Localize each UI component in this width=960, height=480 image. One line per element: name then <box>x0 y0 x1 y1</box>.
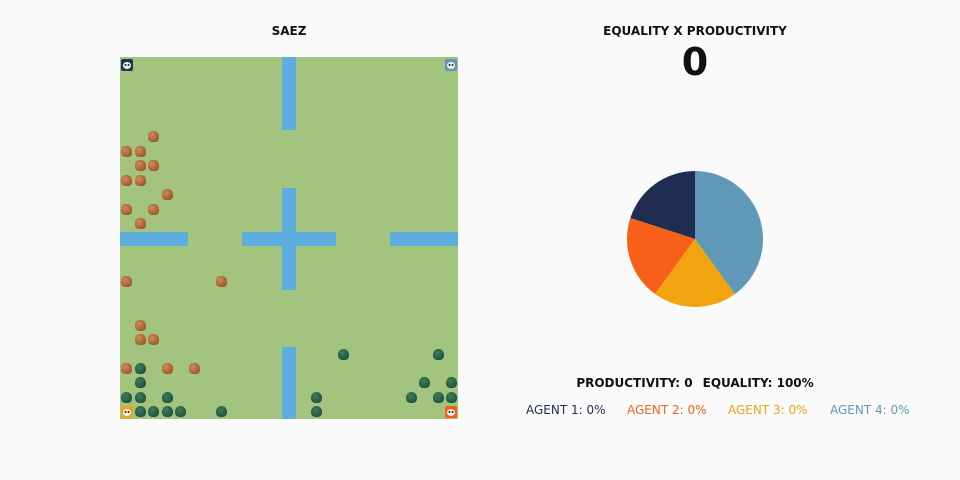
agent-4-sprite[interactable] <box>445 59 457 71</box>
metric-value: 0 <box>681 40 709 84</box>
agent-face-icon <box>123 409 131 416</box>
rock-tile <box>135 160 146 171</box>
rock-tile <box>148 131 159 142</box>
rock-tile <box>121 363 132 374</box>
rock-tile <box>135 146 146 157</box>
tree-tile <box>446 377 457 388</box>
tree-tile <box>433 392 444 403</box>
tree-tile <box>216 406 227 417</box>
rock-tile <box>148 160 159 171</box>
tree-tile <box>148 406 159 417</box>
rock-tile <box>121 175 132 186</box>
water-channel <box>120 232 188 246</box>
agent-2-label: AGENT 2: 0% <box>627 403 707 417</box>
agent-1-label: AGENT 1: 0% <box>526 403 606 417</box>
tree-tile <box>175 406 186 417</box>
tree-tile <box>311 392 322 403</box>
rock-tile <box>121 146 132 157</box>
tree-tile <box>135 392 146 403</box>
pie-slice-agent-1 <box>630 171 695 239</box>
productivity-label: PRODUCTIVITY: 0 <box>576 376 693 390</box>
rock-tile <box>135 320 146 331</box>
rock-tile <box>216 276 227 287</box>
agent-3-sprite[interactable] <box>121 406 133 418</box>
tree-tile <box>135 377 146 388</box>
game-title: SAEZ <box>271 24 307 38</box>
tree-tile <box>135 363 146 374</box>
tree-tile <box>406 392 417 403</box>
agent-share-pie <box>627 171 763 307</box>
agent-1-sprite[interactable] <box>121 59 133 71</box>
agent-2-sprite[interactable] <box>445 406 457 418</box>
tree-tile <box>311 406 322 417</box>
tree-tile <box>433 349 444 360</box>
rock-tile <box>135 175 146 186</box>
rock-tile <box>189 363 200 374</box>
tree-tile <box>135 406 146 417</box>
tree-tile <box>121 392 132 403</box>
rock-tile <box>162 363 173 374</box>
water-channel <box>390 232 458 246</box>
tree-tile <box>446 392 457 403</box>
game-board[interactable] <box>120 57 458 419</box>
metric-title: EQUALITY X PRODUCTIVITY <box>603 24 787 38</box>
water-channel <box>242 232 336 246</box>
tree-tile <box>338 349 349 360</box>
equality-label: EQUALITY: 100% <box>702 376 814 390</box>
rock-tile <box>121 276 132 287</box>
tree-tile <box>419 377 430 388</box>
water-channel <box>282 347 296 419</box>
rock-tile <box>135 218 146 229</box>
tree-tile <box>162 406 173 417</box>
agent-face-icon <box>123 62 131 69</box>
pie-slice-agent-3 <box>655 239 735 307</box>
pie-slice-agent-2 <box>627 217 695 295</box>
tree-tile <box>162 392 173 403</box>
rock-tile <box>162 189 173 200</box>
water-channel <box>282 57 296 130</box>
rock-tile <box>121 204 132 215</box>
rock-tile <box>148 334 159 345</box>
summary-stats: PRODUCTIVITY: 0 EQUALITY: 100% <box>560 376 830 390</box>
rock-tile <box>135 334 146 345</box>
rock-tile <box>148 204 159 215</box>
agent-3-label: AGENT 3: 0% <box>728 403 808 417</box>
pie-slice-agent-4 <box>695 171 763 295</box>
agent-4-label: AGENT 4: 0% <box>830 403 910 417</box>
agent-face-icon <box>447 62 455 69</box>
agent-face-icon <box>447 409 455 416</box>
